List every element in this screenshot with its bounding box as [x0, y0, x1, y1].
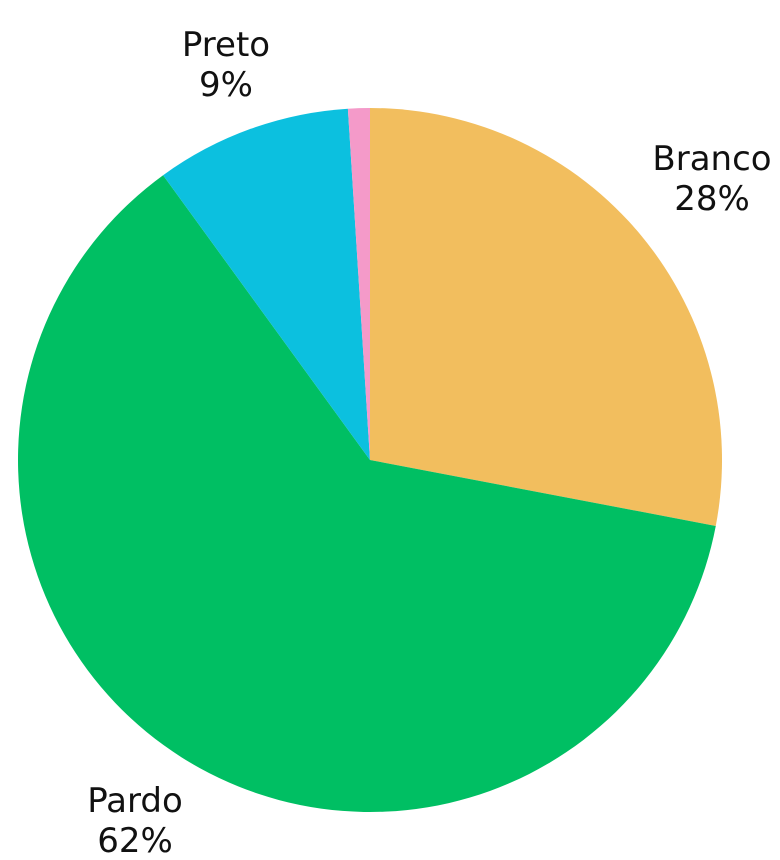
slice-value: 62% [97, 821, 173, 860]
pie-slices [18, 107, 723, 813]
pie-slice-unlabelled-3 [347, 107, 370, 460]
slice-name: Preto [182, 25, 270, 65]
slice-name: Pardo [87, 781, 183, 821]
slice-label-preto: Preto 9% [182, 25, 270, 105]
pie-slice-branco [370, 107, 723, 526]
slice-name: Branco [652, 139, 771, 179]
slice-label-branco: Branco 28% [652, 139, 771, 219]
slice-label-pardo: Pardo 62% [87, 781, 183, 860]
slice-value: 9% [199, 65, 253, 105]
slice-value: 28% [674, 179, 750, 219]
pie-labels: Branco 28% Pardo 62% Preto 9% [87, 25, 771, 860]
pie-slice-pardo [18, 175, 716, 813]
pie-slice-preto [163, 108, 370, 460]
